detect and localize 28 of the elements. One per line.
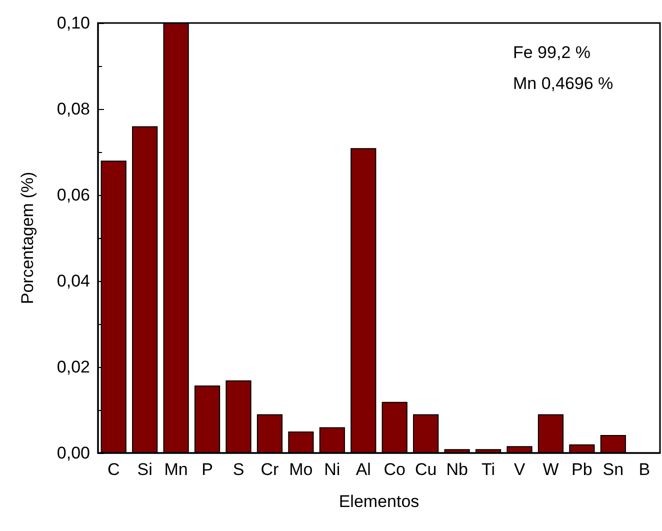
- x-tick-label: P: [202, 460, 213, 479]
- y-axis-title: Porcentagem (%): [18, 172, 37, 304]
- y-tick-label: 0,00: [56, 444, 90, 462]
- x-tick-label: V: [514, 460, 526, 479]
- x-tick-label: Pb: [572, 460, 592, 479]
- y-tick-label: 0,10: [56, 14, 90, 32]
- x-tick-label: B: [638, 460, 650, 479]
- x-tick-label: Ni: [324, 460, 340, 479]
- x-tick-label: Co: [384, 460, 406, 479]
- x-tick-label: Al: [356, 460, 371, 479]
- x-tick-label: Mn: [164, 460, 188, 479]
- x-tick-label: S: [232, 460, 244, 479]
- y-tick-label: 0,06: [56, 186, 90, 204]
- y-tick-label: 0,08: [56, 100, 90, 118]
- x-tick-label: Sn: [602, 460, 624, 479]
- x-tick-label: Mo: [289, 460, 313, 479]
- x-tick-label: C: [107, 460, 120, 479]
- annotation: Mn 0,4696 %: [513, 74, 614, 93]
- y-tick-label: 0,04: [56, 272, 90, 290]
- x-tick-label: Si: [137, 460, 152, 479]
- x-tick-label: Cr: [260, 460, 280, 479]
- x-tick-label: Cu: [414, 460, 437, 479]
- x-tick-label: Nb: [446, 460, 468, 479]
- x-tick-label: Ti: [482, 460, 496, 479]
- x-tick-label: W: [542, 460, 559, 479]
- y-tick-label: 0,02: [56, 358, 90, 376]
- annotation: Fe 99,2 %: [513, 43, 590, 62]
- x-axis-title: Elementos: [338, 492, 420, 511]
